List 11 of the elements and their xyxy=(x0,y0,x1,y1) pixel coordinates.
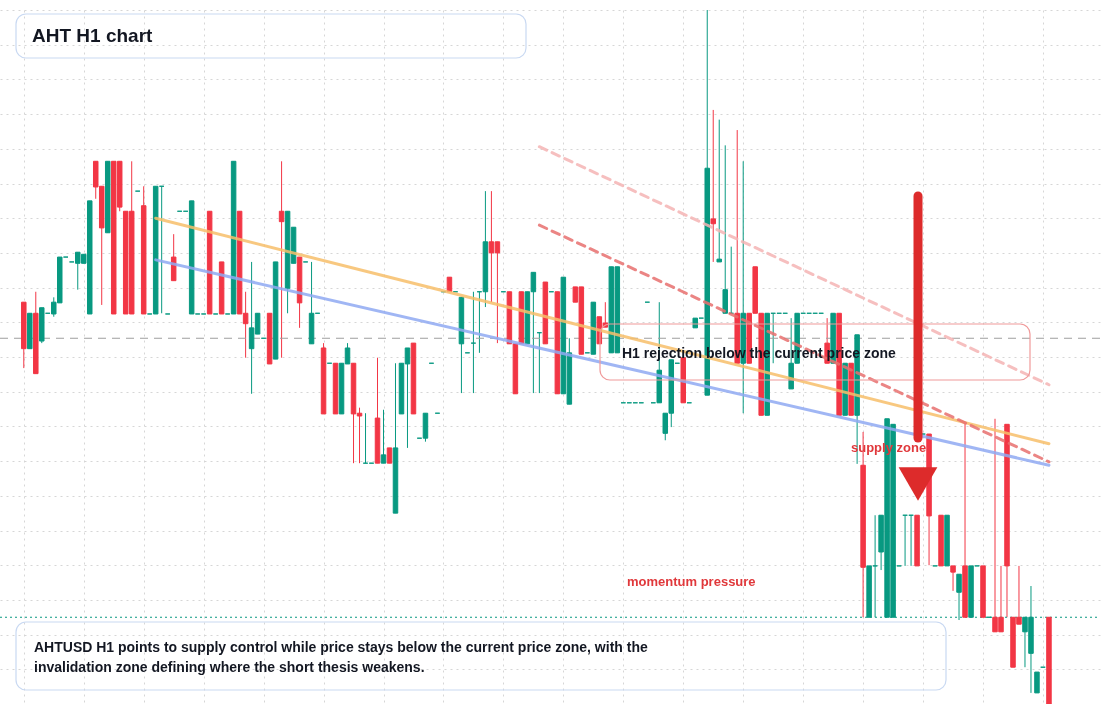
candlestick xyxy=(170,233,177,282)
candlestick xyxy=(470,291,477,394)
candlestick xyxy=(380,409,387,464)
annotation: momentum pressure xyxy=(627,574,756,589)
candlestick xyxy=(710,109,716,263)
candlestick xyxy=(1034,671,1040,694)
candlestick xyxy=(716,119,722,263)
candlestick xyxy=(950,565,956,592)
annotation: AHTUSD H1 points to supply control while price stays below the current price zone, with the invalidation zone defining where the short thesis weakens. xyxy=(34,639,648,675)
candlestick xyxy=(722,144,728,314)
text: AHT H1 chart xyxy=(32,25,154,46)
